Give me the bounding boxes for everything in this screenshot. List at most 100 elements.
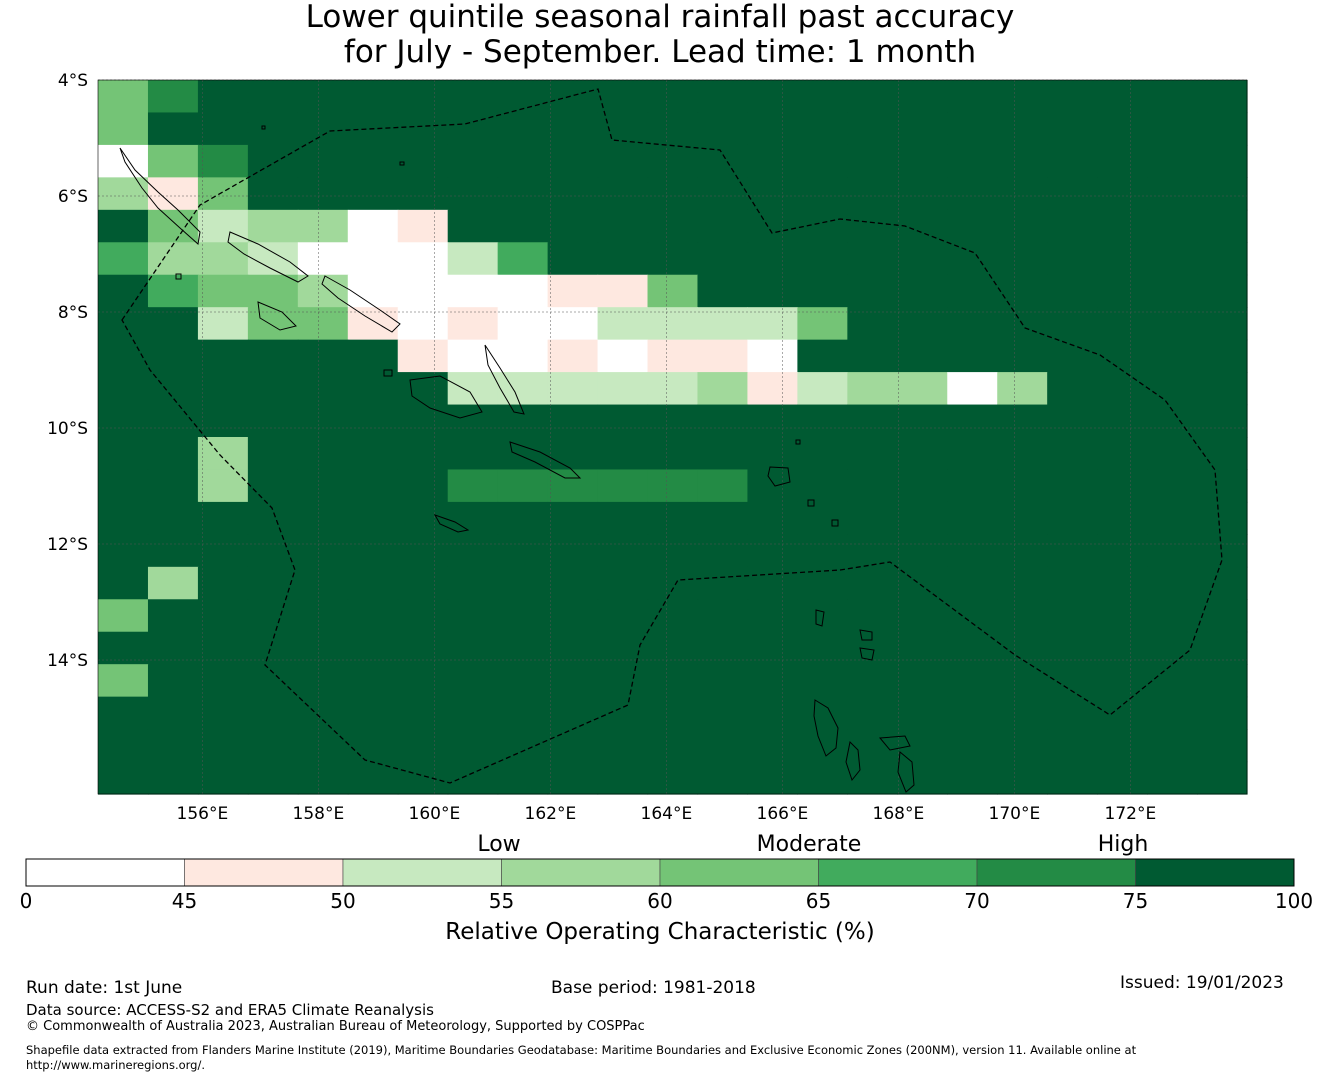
grid-cell <box>1147 437 1198 471</box>
grid-cell <box>947 242 998 276</box>
grid-cell <box>347 274 399 308</box>
colorbar-segment <box>976 858 1136 887</box>
grid-cell <box>147 339 199 373</box>
grid-cell <box>98 501 149 535</box>
grid-cell <box>897 80 948 114</box>
grid-cell <box>597 729 649 763</box>
island-malakula <box>845 740 861 782</box>
grid-cell <box>397 242 449 276</box>
grid-cell <box>347 372 399 406</box>
grid-cell <box>1097 566 1148 600</box>
grid-cell <box>98 566 149 600</box>
grid-cell <box>947 144 998 178</box>
colorbar-segment <box>184 858 344 887</box>
grid-cell <box>847 339 898 373</box>
issued-date: Issued: 19/01/2023 <box>1120 973 1284 993</box>
colorbar-segment <box>1135 858 1295 887</box>
grid-cell <box>697 112 749 146</box>
grid-cell <box>197 209 249 243</box>
grid-cell <box>797 501 848 535</box>
grid-cell <box>1197 501 1248 535</box>
grid-cell <box>847 469 898 503</box>
grid-cell <box>797 177 848 211</box>
grid-cell <box>697 177 749 211</box>
grid-cell <box>397 534 449 568</box>
grid-cell <box>1047 729 1098 763</box>
grid-cell <box>347 696 399 730</box>
grid-cell <box>297 80 349 114</box>
island-new-georgia <box>257 301 297 331</box>
grid-cell <box>98 437 149 471</box>
grid-cell <box>297 631 349 665</box>
grid-cell <box>797 696 848 730</box>
grid-cell <box>1147 112 1198 146</box>
grid-cell <box>647 729 699 763</box>
grid-cell <box>1097 696 1148 730</box>
grid-cell <box>1197 599 1248 633</box>
grid-cell <box>647 144 699 178</box>
map-frame <box>97 79 1248 795</box>
grid-cell <box>98 144 149 178</box>
grid-cell <box>447 372 499 406</box>
grid-cell <box>1047 599 1098 633</box>
grid-cell <box>147 437 199 471</box>
grid-cell <box>1147 631 1198 665</box>
grid-cell <box>747 534 798 568</box>
grid-cell <box>647 566 699 600</box>
grid-cell <box>797 534 848 568</box>
grid-cell <box>1047 307 1098 341</box>
grid-cell <box>98 307 149 341</box>
grid-cell <box>997 112 1048 146</box>
grid-cell <box>98 631 149 665</box>
grid-cell <box>297 242 349 276</box>
grid-cell <box>247 404 299 438</box>
colorbar-segment <box>501 858 661 887</box>
lon-tick-label: 168°E <box>873 804 925 824</box>
grid-cell <box>947 761 998 795</box>
grid-cell <box>797 631 848 665</box>
grid-cell <box>1047 274 1098 308</box>
grid-cell <box>597 566 649 600</box>
chart-title: Lower quintile seasonal rainfall past ac… <box>0 0 1320 70</box>
grid-cell <box>347 566 399 600</box>
grid-cell <box>747 437 798 471</box>
grid-cell <box>797 80 848 114</box>
island-malaita <box>484 344 525 415</box>
grid-cell <box>897 729 948 763</box>
grid-cell <box>997 696 1048 730</box>
grid-cell <box>1097 372 1148 406</box>
grid-cell <box>697 664 749 698</box>
grid-cell <box>397 631 449 665</box>
copyright: © Commonwealth of Australia 2023, Austra… <box>26 1019 645 1034</box>
grid-cell <box>1147 761 1198 795</box>
grid-cell <box>297 761 349 795</box>
grid-cell <box>1097 729 1148 763</box>
grid-cell <box>1197 404 1248 438</box>
grid-cell <box>897 274 948 308</box>
grid-cell <box>197 501 249 535</box>
grid-cell <box>447 307 499 341</box>
grid-cell <box>947 729 998 763</box>
grid-cell <box>147 566 199 600</box>
grid-cell <box>397 80 449 114</box>
grid-cell <box>947 307 998 341</box>
grid-cell <box>847 566 898 600</box>
grid-cell <box>497 404 549 438</box>
grid-cell <box>1047 566 1098 600</box>
grid-cell <box>647 599 699 633</box>
grid-cell <box>1047 209 1098 243</box>
grid-cell <box>1047 631 1098 665</box>
category-moderate: Moderate <box>756 832 862 857</box>
grid-cell <box>1097 534 1148 568</box>
category-high: High <box>1097 832 1149 857</box>
grid-cell <box>1147 664 1198 698</box>
colorbar-tick-label: 70 <box>964 889 990 913</box>
grid-cell <box>347 242 399 276</box>
grid-cell <box>1047 534 1098 568</box>
grid-cell <box>147 112 199 146</box>
grid-cell <box>197 599 249 633</box>
grid-cell <box>997 339 1048 373</box>
axis-labels: 156°E 158°E 160°E 162°E 164°E 166°E 168°E 170°E… <box>47 71 1156 824</box>
grid-cell <box>547 372 599 406</box>
grid-cell <box>1147 696 1198 730</box>
